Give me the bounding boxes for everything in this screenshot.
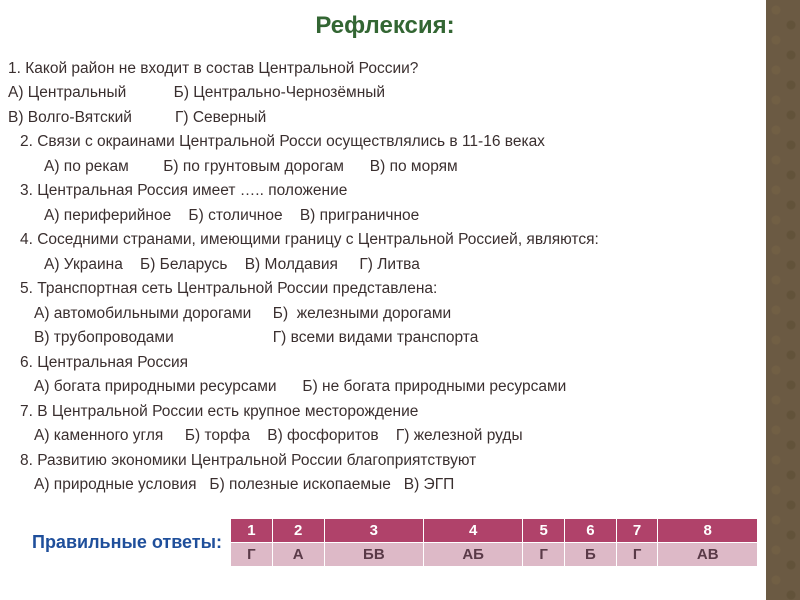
answers-footer: Правильные ответы: 12345678 ГАБВАБГБГАВ <box>8 518 762 567</box>
question-line: А) по рекам Б) по грунтовым дорогам В) п… <box>8 156 762 178</box>
page-title: Рефлексия: <box>8 12 762 40</box>
question-line: 1. Какой район не входит в состав Центра… <box>8 58 762 80</box>
answer-header-cell: 5 <box>523 519 565 543</box>
question-line: 4. Соседними странами, имеющими границу … <box>8 229 762 251</box>
question-list: 1. Какой район не входит в состав Центра… <box>8 58 762 496</box>
answer-value-cell: БВ <box>324 543 423 567</box>
question-line: А) природные условия Б) полезные ископае… <box>8 474 762 496</box>
question-line: 5. Транспортная сеть Центральной России … <box>8 278 762 300</box>
question-line: 3. Центральная Россия имеет ….. положени… <box>8 180 762 202</box>
answer-value-cell: Г <box>616 543 658 567</box>
answer-header-cell: 8 <box>658 519 758 543</box>
question-line: А) богата природными ресурсами Б) не бог… <box>8 376 762 398</box>
question-line: А) периферийное Б) столичное В) приграни… <box>8 205 762 227</box>
question-line: А) Центральный Б) Центрально-Чернозёмный <box>8 82 762 104</box>
answer-value-cell: АБ <box>423 543 522 567</box>
answer-header-cell: 4 <box>423 519 522 543</box>
answer-header-cell: 6 <box>565 519 617 543</box>
answers-label: Правильные ответы: <box>32 532 222 553</box>
question-line: 2. Связи с окраинами Центральной Росси о… <box>8 131 762 153</box>
question-line: А) Украина Б) Беларусь В) Молдавия Г) Ли… <box>8 254 762 276</box>
question-line: 8. Развитию экономики Центральной России… <box>8 450 762 472</box>
answer-header-cell: 1 <box>230 519 272 543</box>
decorative-sidebar <box>766 0 800 600</box>
answers-table: 12345678 ГАБВАБГБГАВ <box>230 518 758 567</box>
answer-header-cell: 3 <box>324 519 423 543</box>
answer-header-cell: 2 <box>272 519 324 543</box>
answer-value-cell: Г <box>523 543 565 567</box>
answer-value-cell: А <box>272 543 324 567</box>
question-line: А) каменного угля Б) торфа В) фосфоритов… <box>8 425 762 447</box>
question-line: А) автомобильными дорогами Б) железными … <box>8 303 762 325</box>
answer-value-cell: АВ <box>658 543 758 567</box>
question-line: В) Волго-Вятский Г) Северный <box>8 107 762 129</box>
question-line: В) трубопроводами Г) всеми видами трансп… <box>8 327 762 349</box>
question-line: 6. Центральная Россия <box>8 352 762 374</box>
answer-value-cell: Б <box>565 543 617 567</box>
answer-header-cell: 7 <box>616 519 658 543</box>
question-line: 7. В Центральной России есть крупное мес… <box>8 401 762 423</box>
answer-value-cell: Г <box>230 543 272 567</box>
